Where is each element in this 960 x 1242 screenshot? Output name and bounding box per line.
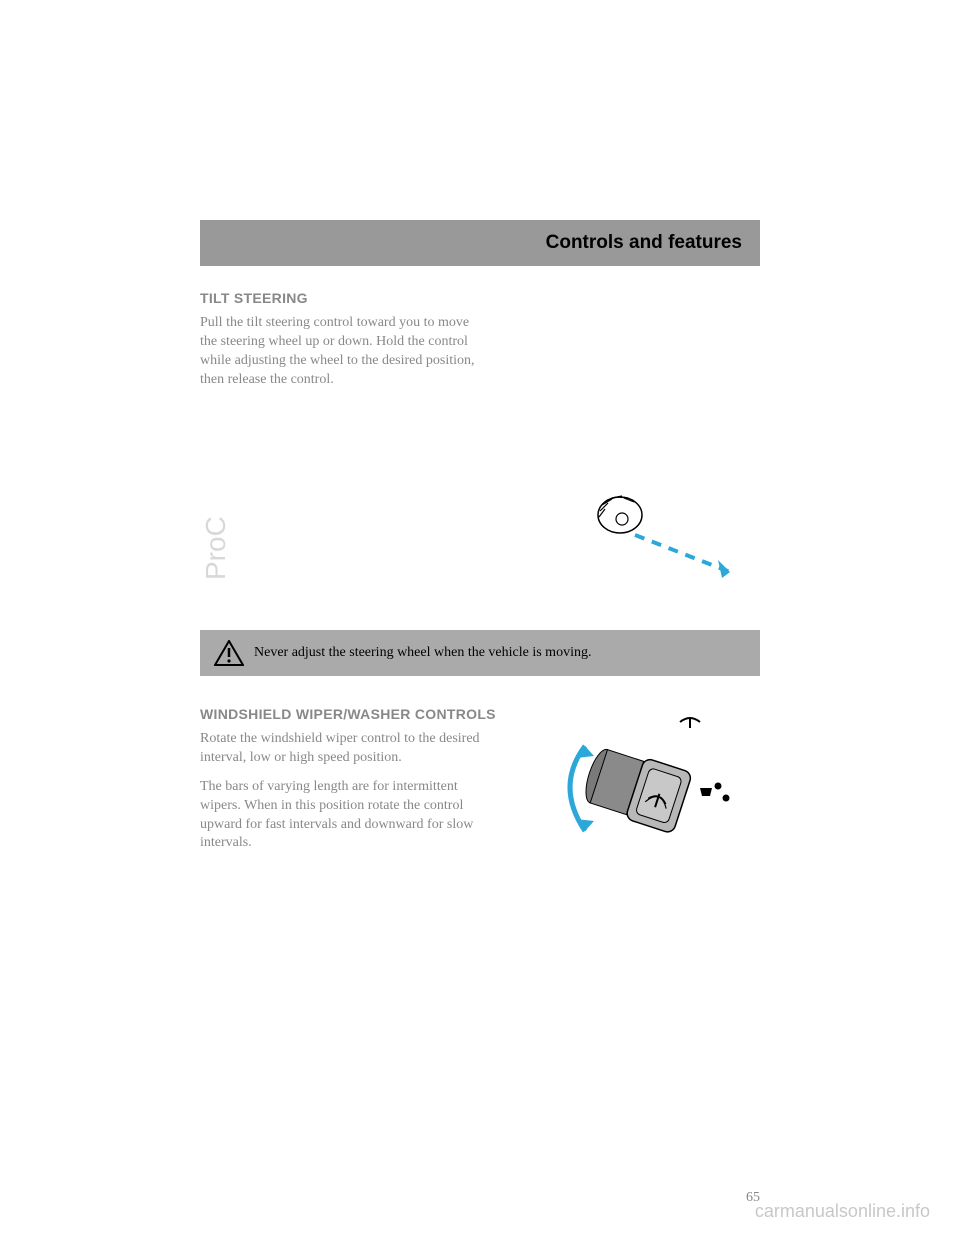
warning-text: Never adjust the steering wheel when the… (254, 645, 591, 661)
wiper-body-2: The bars of varying length are for inter… (200, 778, 480, 854)
tilt-steering-section: TILT STEERING Pull the tilt steering con… (200, 290, 760, 610)
page-number: 65 (746, 1190, 760, 1206)
wiper-control-diagram (540, 706, 740, 876)
warning-triangle-icon (214, 640, 244, 666)
chapter-title: Controls and features (546, 232, 742, 253)
tilt-body-text: Pull the tilt steering control toward yo… (200, 314, 480, 390)
wiper-controls-section: WINDSHIELD WIPER/WASHER CONTROLS Rotate … (200, 706, 760, 926)
wiper-body-1: Rotate the windshield wiper control to t… (200, 730, 480, 768)
watermark-footer: carmanualsonline.info (755, 1201, 930, 1222)
tilt-heading: TILT STEERING (200, 290, 760, 306)
chapter-header-bar: Controls and features (200, 220, 760, 266)
page-content: Controls and features TILT STEERING Pull… (200, 220, 760, 926)
warning-callout: Never adjust the steering wheel when the… (200, 630, 760, 676)
tilt-lever-diagram (580, 490, 760, 600)
